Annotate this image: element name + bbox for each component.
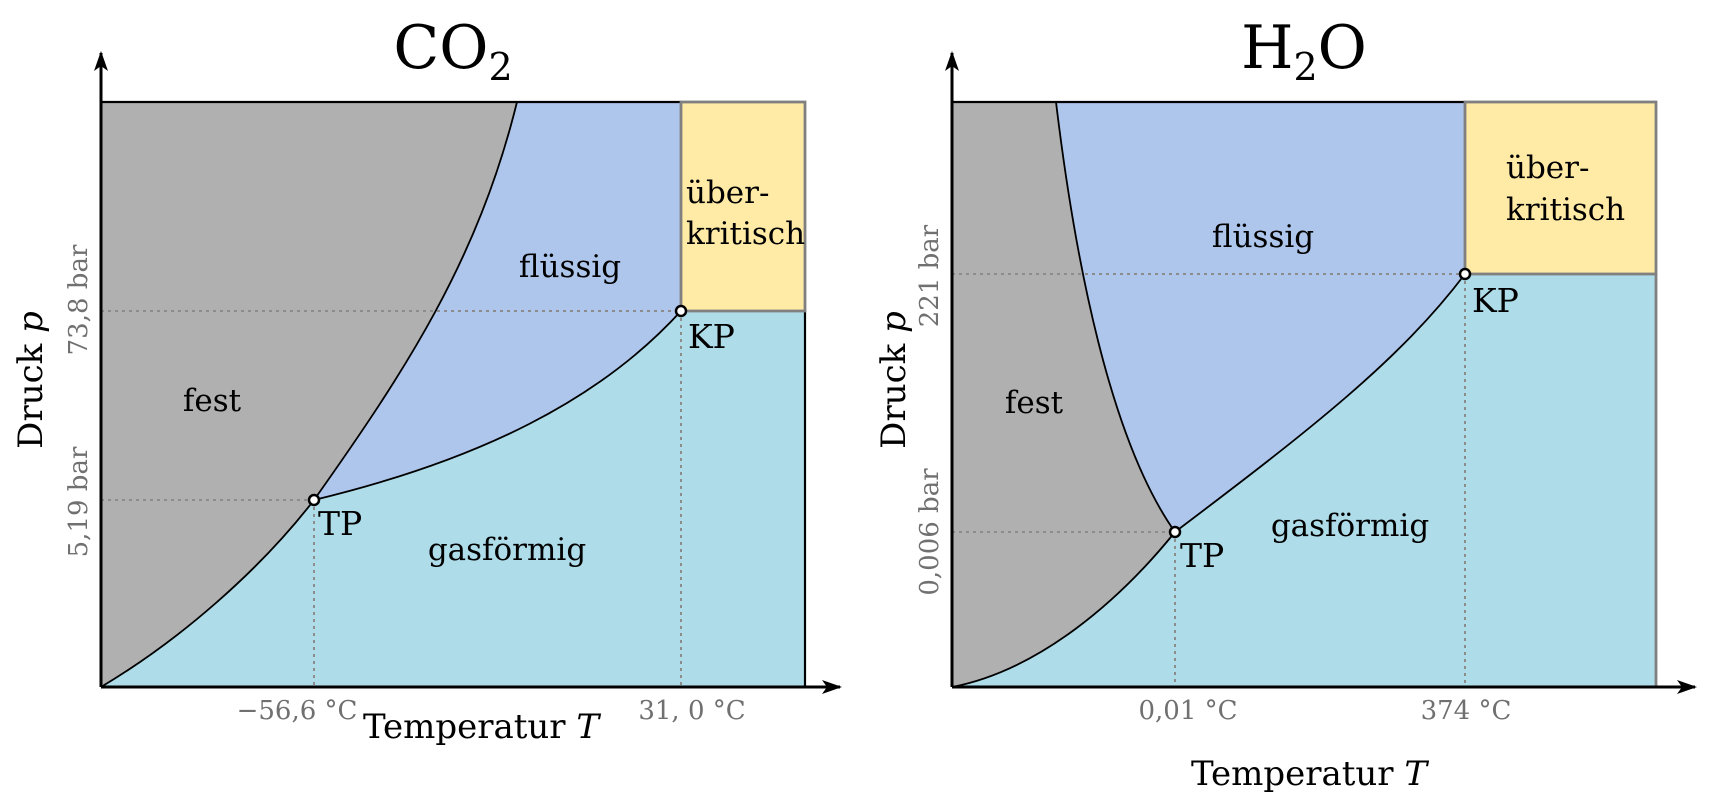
h2o-y-axis-label: Druck p (874, 311, 914, 449)
co2-supercritical-label-line2: kritisch (686, 216, 805, 252)
co2-sublimation-curve (100, 499, 315, 688)
h2o-triple-point-marker (1168, 525, 1182, 539)
h2o-x-tick-critical: 374 °C (1421, 696, 1512, 726)
co2-title: CO2 (393, 13, 512, 89)
co2-y-tick-critical: 73,8 bar (64, 244, 94, 355)
co2-critical-point-marker (674, 304, 688, 318)
h2o-x-tick-triple: 0,01 °C (1138, 696, 1237, 726)
h2o-supercritical-border (1463, 100, 1658, 276)
h2o-sublimation-curve (951, 531, 1176, 688)
h2o-liquid-region (1056, 102, 1465, 532)
co2-x-tick-critical: 31, 0 °C (638, 696, 745, 726)
co2-liquid-label: flüssig (519, 249, 621, 285)
h2o-triple-point-label: TP (1180, 536, 1224, 575)
h2o-gas-label: gasförmig (1271, 508, 1429, 544)
h2o-solid-label: fest (1005, 385, 1064, 421)
h2o-supercritical-label-line2: kritisch (1506, 192, 1625, 228)
h2o-title-main: H (1241, 13, 1293, 83)
h2o-critical-point-marker (1458, 267, 1472, 281)
h2o-title-subscript: 2 (1293, 45, 1317, 89)
h2o-supercritical-region (1465, 102, 1656, 274)
co2-triple-point-label: TP (318, 504, 362, 543)
co2-vaporization-curve (313, 310, 682, 501)
co2-solid-label: fest (183, 383, 242, 419)
h2o-liquid-label: flüssig (1212, 219, 1314, 255)
co2-liquid-region (314, 102, 681, 500)
co2-y-axis-label: Druck p (11, 311, 51, 449)
co2-triple-point-marker (307, 493, 321, 507)
h2o-phase-diagram: H2O fest flüssig gasförmig über- kritisc… (874, 13, 1697, 794)
h2o-critical-point-label: KP (1472, 281, 1519, 320)
h2o-x-axis-label: Temperatur T (1191, 754, 1429, 794)
h2o-title: H2O (1241, 13, 1367, 89)
h2o-solid-region (952, 102, 1175, 687)
h2o-y-tick-triple: 0,006 bar (915, 468, 945, 596)
co2-title-subscript: 2 (488, 45, 512, 89)
co2-supercritical-border (679, 100, 807, 313)
co2-gas-label: gasförmig (428, 532, 586, 568)
co2-title-main: CO (393, 13, 488, 83)
co2-y-tick-triple: 5,19 bar (64, 446, 94, 557)
h2o-supercritical-label-line1: über- (1506, 150, 1589, 186)
h2o-melting-curve (1055, 101, 1176, 533)
co2-solid-region (101, 102, 517, 687)
co2-x-tick-triple: −56,6 °C (237, 696, 358, 726)
co2-x-axis-label: Temperatur T (363, 707, 601, 747)
co2-supercritical-label-line1: über- (686, 175, 769, 211)
co2-supercritical-region (681, 102, 805, 311)
co2-melting-curve (313, 101, 518, 501)
co2-critical-point-label: KP (688, 317, 735, 356)
co2-phase-diagram: CO2 fest flüssig gasförmig über- kritisc… (11, 13, 842, 747)
h2o-title-tail: O (1318, 13, 1367, 83)
h2o-y-tick-critical: 221 bar (915, 224, 945, 327)
h2o-vaporization-curve (1174, 273, 1466, 533)
